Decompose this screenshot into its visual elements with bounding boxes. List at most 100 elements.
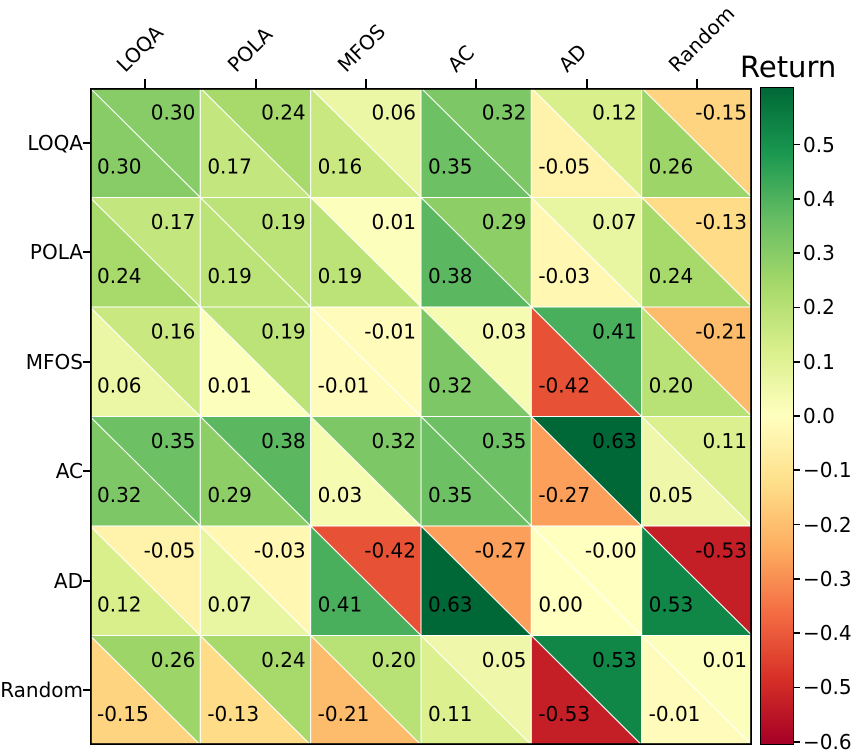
heatmap-svg: 0.30 0.30 0.24 0.17 0.06 0.16 0.32 0.35 0.12 -0.0… [90, 88, 752, 745]
cell-lower-value: 0.16 [318, 154, 363, 178]
colorbar-tick-label: 0.2 [803, 295, 835, 320]
x-axis-tick [695, 79, 698, 88]
cell-lower-value: 0.32 [428, 373, 473, 397]
colorbar-tick [794, 578, 800, 580]
y-axis-tick [83, 579, 90, 582]
cell-lower-value: -0.13 [207, 702, 259, 726]
cell-upper-value: -0.27 [475, 539, 527, 563]
cell-upper-value: 0.24 [261, 648, 306, 672]
cell-lower-value: 0.29 [207, 483, 252, 507]
row-label-loqa: LOQA [27, 130, 83, 155]
cell-lower-value: 0.24 [649, 264, 694, 288]
cell-upper-value: 0.38 [261, 429, 306, 453]
colorbar-tick-label: −0.6 [803, 729, 852, 754]
cell-Random-Random-lower-triangle [641, 634, 752, 745]
cell-upper-value: 0.19 [261, 320, 306, 344]
cell-lower-value: 0.12 [97, 592, 142, 616]
cell-Random-AC-lower-triangle [420, 634, 533, 745]
y-axis-tick [83, 141, 90, 144]
cell-upper-value: 0.63 [592, 429, 637, 453]
cell-upper-value: 0.01 [702, 648, 747, 672]
cell-upper-value: 0.24 [261, 101, 306, 125]
colorbar-tick [794, 632, 800, 634]
cell-lower-value: 0.32 [97, 483, 142, 507]
cell-upper-value: -0.03 [254, 539, 306, 563]
colorbar-tick [794, 469, 800, 472]
col-label-mfos: MFOS [332, 19, 390, 77]
cell-lower-value: -0.27 [538, 483, 590, 507]
x-axis-tick [364, 79, 367, 88]
cell-upper-value: 0.06 [371, 101, 416, 125]
row-label-mfos: MFOS [25, 349, 83, 374]
cell-lower-value: 0.35 [428, 154, 473, 178]
cell-upper-value: 0.32 [371, 429, 416, 453]
cell-lower-value: 0.06 [97, 373, 142, 397]
cell-upper-value: -0.01 [364, 320, 416, 344]
cell-lower-value: 0.24 [97, 264, 142, 288]
colorbar-tick [794, 360, 800, 363]
colorbar-title: Return [740, 50, 837, 84]
cell-upper-value: -0.00 [585, 539, 637, 563]
cell-upper-value: -0.13 [695, 210, 747, 234]
col-label-ac: AC [442, 40, 480, 77]
cell-upper-value: 0.07 [592, 210, 637, 234]
cell-lower-value: 0.53 [649, 592, 694, 616]
colorbar-tick-label: −0.4 [803, 621, 852, 646]
row-label-pola: POLA [29, 240, 83, 265]
colorbar-tick [794, 415, 800, 417]
colorbar-tick [794, 523, 800, 526]
cell-Random-AD-lower-triangle [530, 634, 643, 745]
cell-upper-value: -0.42 [364, 539, 416, 563]
cell-lower-value: 0.00 [538, 592, 583, 616]
cell-upper-value: -0.53 [695, 539, 747, 563]
colorbar-tick [794, 252, 800, 254]
x-axis-tick [254, 79, 257, 88]
cell-upper-value: 0.29 [482, 210, 527, 234]
colorbar-tick-label: −0.2 [803, 512, 852, 537]
cell-lower-value: 0.01 [207, 373, 252, 397]
col-label-pola: POLA [222, 22, 277, 77]
cell-lower-value: -0.03 [538, 264, 590, 288]
col-label-ad: AD [553, 39, 591, 77]
cell-Random-POLA-lower-triangle [199, 634, 312, 745]
cell-upper-value: 0.32 [482, 101, 527, 125]
y-axis-tick [83, 360, 90, 363]
colorbar-tick-label: −0.1 [803, 458, 852, 483]
col-label-random: Random [663, 1, 740, 77]
cell-lower-value: 0.19 [207, 264, 252, 288]
cell-upper-value: 0.17 [151, 210, 196, 234]
cell-upper-value: -0.05 [144, 539, 196, 563]
colorbar-tick [794, 143, 800, 146]
colorbar-tick [794, 740, 800, 743]
cell-upper-value: 0.53 [592, 648, 637, 672]
cell-lower-value: 0.17 [207, 154, 252, 178]
colorbar-tick [794, 686, 800, 689]
cell-lower-value: 0.05 [649, 483, 694, 507]
y-axis-tick [83, 689, 90, 692]
x-axis-tick [144, 79, 147, 88]
cell-lower-value: -0.01 [318, 373, 370, 397]
cell-upper-value: 0.12 [592, 101, 637, 125]
cell-lower-value: 0.20 [649, 373, 694, 397]
cell-lower-value: 0.26 [649, 154, 694, 178]
cell-lower-value: 0.19 [318, 264, 363, 288]
cell-upper-value: 0.05 [482, 648, 527, 672]
cell-upper-value: 0.19 [261, 210, 306, 234]
cell-lower-value: 0.03 [318, 483, 363, 507]
y-axis-tick [83, 470, 90, 473]
cell-upper-value: 0.03 [482, 320, 527, 344]
colorbar-tick [794, 306, 800, 309]
row-label-ad: AD [53, 568, 83, 593]
cell-upper-value: 0.41 [592, 320, 637, 344]
colorbar-tick-label: 0.0 [803, 404, 835, 428]
cell-lower-value: -0.15 [97, 702, 149, 726]
row-label-random: Random [0, 678, 83, 703]
cell-lower-value: 0.30 [97, 154, 142, 178]
y-axis-tick [83, 251, 90, 254]
cell-upper-value: 0.01 [371, 210, 416, 234]
cell-lower-value: 0.11 [428, 702, 473, 726]
cell-lower-value: -0.21 [318, 702, 370, 726]
colorbar-tick-label: −0.3 [803, 566, 852, 591]
cell-upper-value: -0.15 [695, 101, 747, 125]
